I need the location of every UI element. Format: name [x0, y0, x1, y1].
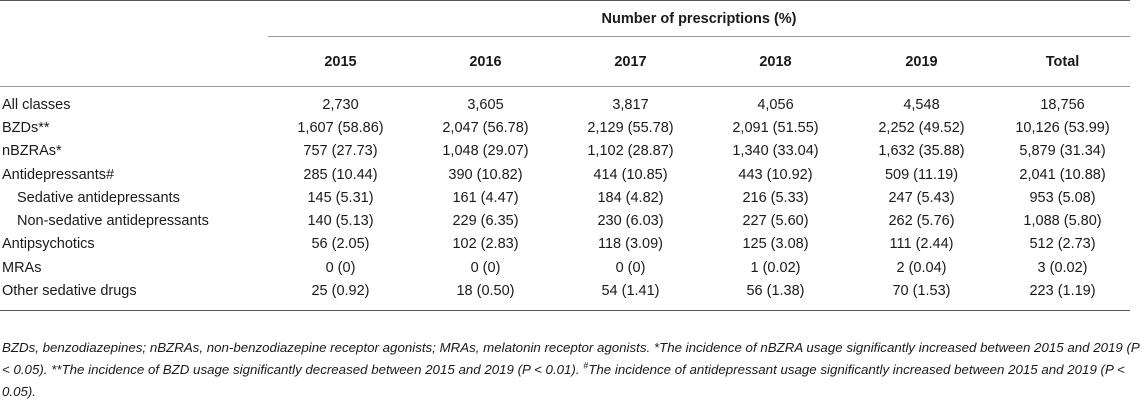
column-header-2017: 2017 [558, 36, 703, 87]
table-cell: 229 (6.35) [452, 213, 519, 230]
table-cell: 285 (10.44) [303, 166, 378, 183]
table-cell: 18,756 [1040, 96, 1085, 113]
table-cell: 0 (0) [615, 259, 646, 276]
footnote-text-2: The incidence of antidepressant usage si… [2, 362, 1125, 399]
table-cell: 443 (10.92) [738, 166, 813, 183]
row-label: Sedative antidepressants [17, 189, 180, 206]
table-cell: 2,091 (51.55) [732, 119, 819, 136]
table-row: Antidepressants# 285 (10.44) 390 (10.82) 41… [0, 163, 1130, 186]
table-cell: 223 (1.19) [1029, 283, 1096, 300]
table-cell: 230 (6.03) [597, 213, 664, 230]
table-cell: 161 (4.47) [452, 189, 519, 206]
table-cell: 2 (0.04) [896, 259, 947, 276]
table-cell: 4,548 [903, 96, 940, 113]
row-label: MRAs [2, 259, 42, 276]
table-cell: 18 (0.50) [456, 283, 515, 300]
label-column-header [0, 36, 268, 87]
table-cell: 1,102 (28.87) [587, 143, 674, 160]
row-label: Other sedative drugs [2, 283, 137, 300]
table-row: MRAs 0 (0) 0 (0) 0 (0) 1 (0.02) 2 (0.04) 3 (0.… [0, 256, 1130, 279]
table-cell: 25 (0.92) [311, 283, 370, 300]
footnote-text-1: BZDs, benzodiazepines; nBZRAs, non-benzo… [2, 340, 1140, 377]
table-row: Sedative antidepressants 145 (5.31) 161 (4… [0, 186, 1130, 209]
row-label: Antipsychotics [2, 236, 95, 253]
table-cell: 56 (2.05) [311, 236, 370, 253]
table-row: Other sedative drugs 25 (0.92) 18 (0.50) 54… [0, 279, 1130, 310]
table-cell: 5,879 (31.34) [1019, 143, 1106, 160]
column-header-total: Total [995, 36, 1131, 87]
table-cell: 70 (1.53) [892, 283, 951, 300]
corner-cell [0, 1, 268, 37]
table-cell: 509 (11.19) [884, 166, 959, 183]
table-cell: 2,252 (49.52) [878, 119, 965, 136]
column-header-2016: 2016 [413, 36, 558, 87]
table-cell: 2,047 (56.78) [442, 119, 529, 136]
table-footnote: BZDs, benzodiazepines; nBZRAs, non-benzo… [2, 337, 1142, 403]
year-header-row: 2015 2016 2017 2018 2019 Total [0, 36, 1131, 87]
table-cell: 0 (0) [325, 259, 356, 276]
table-row: All classes 2,730 3,605 3,817 4,056 4,548 18,7… [0, 87, 1130, 117]
table-cell: 0 (0) [470, 259, 501, 276]
table-cell: 262 (5.76) [888, 213, 955, 230]
table-cell: 140 (5.13) [307, 213, 374, 230]
table-cell: 10,126 (53.99) [1015, 119, 1110, 136]
table-cell: 953 (5.08) [1029, 189, 1096, 206]
column-header-2015: 2015 [268, 36, 413, 87]
table-cell: 1,607 (58.86) [297, 119, 384, 136]
table-cell: 216 (5.33) [742, 189, 809, 206]
row-label: BZDs** [2, 119, 50, 136]
table-row: Antipsychotics 56 (2.05) 102 (2.83) 118 (3.… [0, 233, 1130, 256]
span-header: Number of prescriptions (%) [268, 0, 1131, 37]
row-label: Antidepressants# [2, 166, 115, 183]
table-cell: 757 (27.73) [303, 143, 378, 160]
table-body: All classes 2,730 3,605 3,817 4,056 4,548 18,7… [0, 87, 1131, 311]
table-cell: 3,817 [612, 96, 649, 113]
footnote-superscript: # [583, 360, 589, 371]
row-label: nBZRAs* [2, 143, 62, 160]
table-cell: 512 (2.73) [1029, 236, 1096, 253]
table-cell: 390 (10.82) [448, 166, 523, 183]
table-row: Non-sedative antidepressants 140 (5.13) 22… [0, 209, 1130, 232]
prescriptions-table: Number of prescriptions (%) 2015 2016 20… [0, 0, 1131, 311]
row-label: Non-sedative antidepressants [17, 213, 209, 230]
table-cell: 414 (10.85) [593, 166, 668, 183]
table-cell: 4,056 [757, 96, 794, 113]
table-cell: 247 (5.43) [888, 189, 955, 206]
table-cell: 118 (3.09) [597, 236, 664, 253]
table-cell: 111 (2.44) [889, 236, 954, 253]
table-cell: 2,730 [322, 96, 359, 113]
table-cell: 1,340 (33.04) [732, 143, 819, 160]
table-cell: 54 (1.41) [601, 283, 660, 300]
table-cell: 102 (2.83) [452, 236, 519, 253]
table-cell: 3,605 [467, 96, 504, 113]
table-cell: 2,041 (10.88) [1019, 166, 1106, 183]
table-cell: 1 (0.02) [750, 259, 801, 276]
table-cell: 1,088 (5.80) [1023, 213, 1102, 230]
table-row: nBZRAs* 757 (27.73) 1,048 (29.07) 1,102 (28… [0, 140, 1130, 163]
table-cell: 184 (4.82) [597, 189, 664, 206]
table-cell: 3 (0.02) [1037, 259, 1088, 276]
table-cell: 1,632 (35.88) [878, 143, 965, 160]
table-cell: 125 (3.08) [742, 236, 809, 253]
table-cell: 227 (5.60) [742, 213, 809, 230]
span-header-row: Number of prescriptions (%) [0, 0, 1131, 37]
table-cell: 2,129 (55.78) [587, 119, 674, 136]
table-cell: 56 (1.38) [746, 283, 805, 300]
table-row: BZDs** 1,607 (58.86) 2,047 (56.78) 2,129 (5… [0, 116, 1130, 139]
column-header-2019: 2019 [848, 36, 995, 87]
table-cell: 1,048 (29.07) [442, 143, 529, 160]
table-cell: 145 (5.31) [307, 189, 374, 206]
row-label: All classes [2, 96, 71, 113]
column-header-2018: 2018 [703, 36, 848, 87]
